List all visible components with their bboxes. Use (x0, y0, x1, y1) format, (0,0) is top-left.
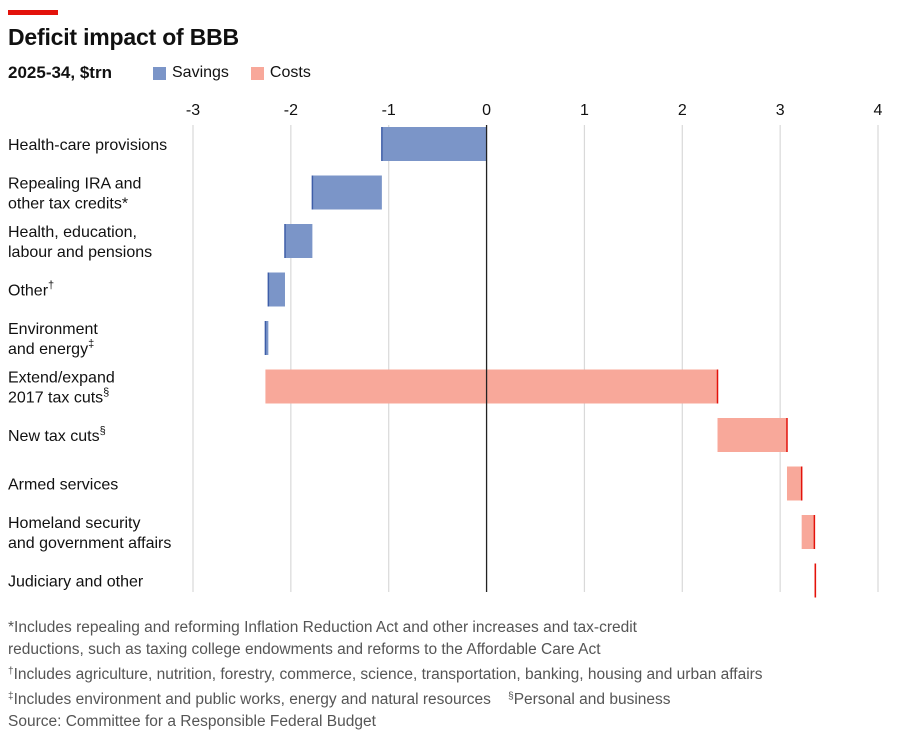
category-label-line: Armed services (8, 477, 118, 494)
x-tick-label: -2 (284, 102, 298, 119)
bar-costs (801, 515, 815, 549)
footnote-ddagger-text: Includes environment and public works, e… (13, 691, 491, 708)
x-tick-label: -3 (186, 102, 200, 119)
bar-savings (268, 272, 285, 307)
x-tick-label: 2 (678, 102, 687, 119)
bar-costs (717, 418, 787, 452)
legend: Savings Costs (153, 64, 333, 82)
category-label-mark: † (48, 280, 54, 292)
category-label-line: Health-care provisions (8, 137, 167, 154)
category-label-line: Homeland security (8, 515, 141, 532)
legend-item-costs: Costs (250, 64, 311, 82)
category-label-line: Health, education, (8, 224, 137, 241)
footnote-ira-line2: reductions, such as taxing college endow… (8, 641, 601, 658)
chart-subtitle: 2025-34, $trn (8, 63, 112, 82)
accent-bar (8, 10, 58, 15)
grid-layer (192, 125, 879, 592)
bar-savings (381, 127, 487, 161)
legend-swatch-costs (250, 66, 264, 80)
x-tick-label: -1 (382, 102, 396, 119)
footnote-dagger-text: Includes agriculture, nutrition, forestr… (13, 666, 763, 683)
bar-costs (786, 466, 802, 501)
category-label-line: and energy (8, 341, 88, 358)
bar-savings (265, 321, 269, 355)
footnote-dagger-mark: † (8, 666, 14, 677)
x-tick-label: 3 (776, 102, 785, 119)
category-label: Health, education, labour and pensions (8, 224, 152, 261)
footnote-ira-line1: *Includes repealing and reforming Inflat… (8, 619, 637, 636)
category-label-line: and government affairs (8, 535, 171, 552)
footnote-dagger: †Includes agriculture, nutrition, forest… (8, 661, 763, 686)
legend-label-savings: Savings (172, 64, 229, 81)
category-label-line: 2017 tax cuts (8, 390, 103, 407)
category-label: Environment and energy‡ (8, 321, 98, 358)
footnote-section-mark: § (508, 691, 514, 702)
bar-savings (284, 224, 313, 258)
category-label: New tax cuts§ (8, 425, 106, 445)
x-tick-label: 1 (580, 102, 589, 119)
x-tick-label: 4 (874, 102, 883, 119)
footnotes: *Includes repealing and reforming Inflat… (8, 617, 763, 733)
category-label-line: labour and pensions (8, 244, 152, 261)
category-label-line: other tax credits* (8, 196, 128, 213)
category-label-line: New tax cuts (8, 428, 100, 445)
footnote-ddagger-mark: ‡ (8, 691, 14, 702)
label-layer: -3 -2 -1 0 1 2 3 4 Health-care provisions Repeali… (8, 102, 883, 591)
bar-savings (312, 175, 382, 210)
category-label-mark: § (100, 425, 106, 437)
category-label-mark: § (103, 387, 109, 399)
category-label: Homeland security and government affairs (8, 515, 171, 552)
bar-layer (264, 127, 817, 598)
bar-costs (265, 369, 718, 404)
footnote-source: Source: Committee for a Responsible Fede… (8, 713, 376, 730)
category-label-line: Extend/expand (8, 370, 115, 387)
category-label: Health-care provisions (8, 137, 167, 154)
category-label: Repealing IRA and other tax credits* (8, 176, 141, 213)
category-label-line: Judiciary and other (8, 574, 144, 591)
category-label: Extend/expand 2017 tax cuts§ (8, 370, 115, 407)
category-label: Other† (8, 280, 54, 300)
category-label-line: Other (8, 283, 49, 300)
footnote-ddagger: ‡Includes environment and public works, … (8, 686, 763, 711)
category-label: Armed services (8, 477, 118, 494)
footnote-section-text: Personal and business (513, 691, 671, 708)
legend-swatch-savings (153, 66, 166, 80)
category-label-mark: ‡ (88, 338, 94, 350)
category-label-line: Environment (8, 321, 98, 338)
waterfall-chart: -3 -2 -1 0 1 2 3 4 Health-care provisions Repeali… (8, 102, 883, 598)
category-label-line: Repealing IRA and (8, 176, 141, 193)
legend-item-savings: Savings (153, 64, 229, 82)
x-tick-label: 0 (482, 102, 491, 119)
legend-label-costs: Costs (269, 64, 311, 81)
chart-title: Deficit impact of BBB (8, 24, 239, 50)
category-label: Judiciary and other (8, 574, 144, 591)
